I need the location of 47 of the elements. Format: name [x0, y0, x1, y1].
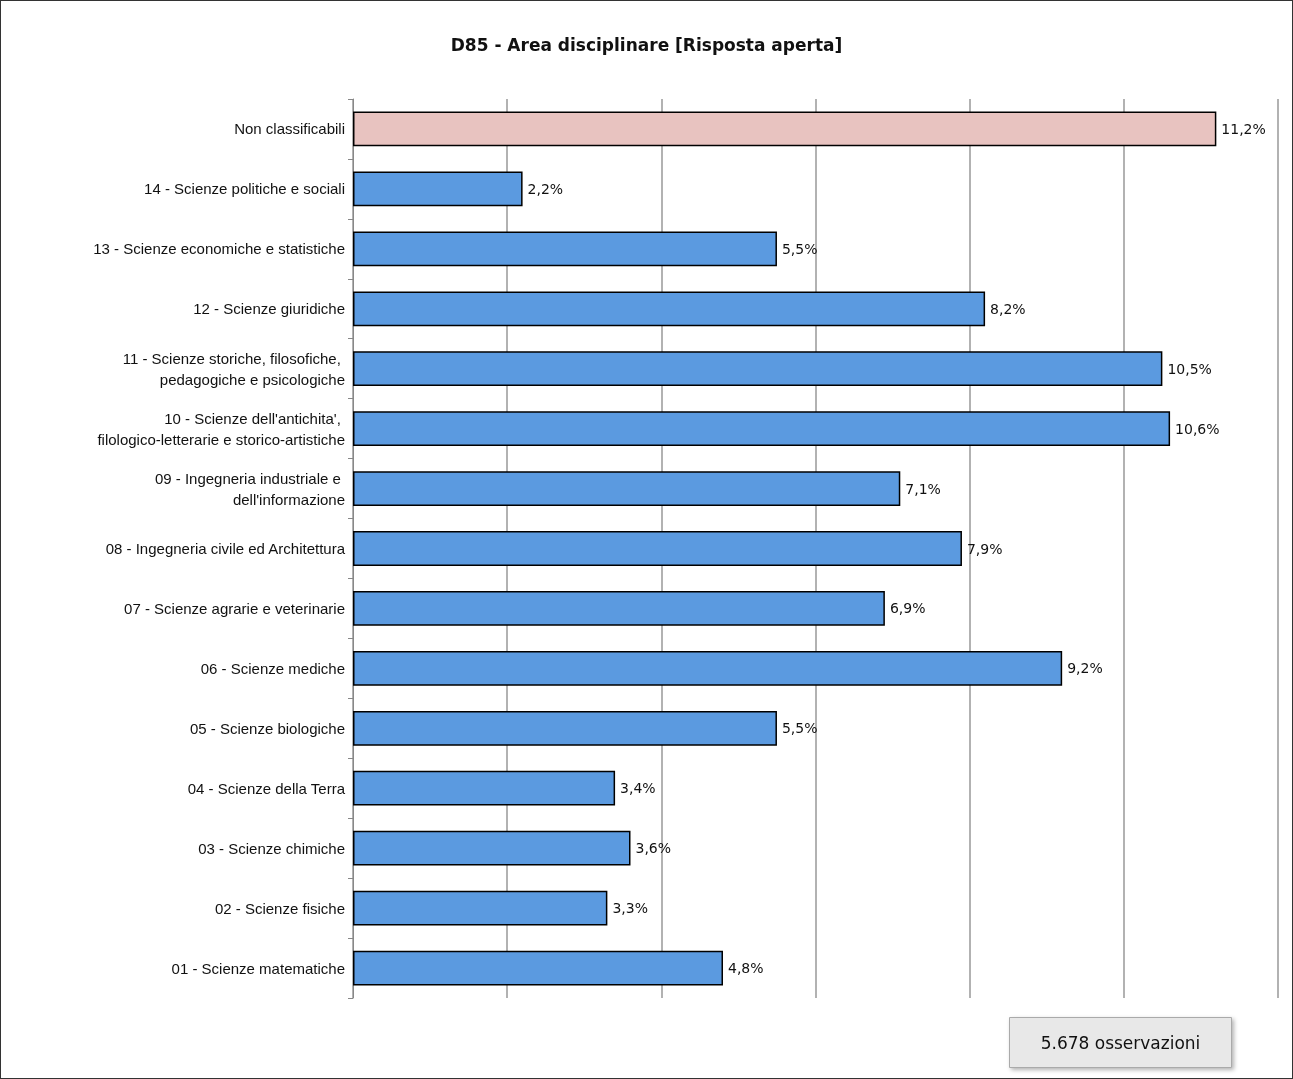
data-label: 2,2%: [527, 180, 564, 197]
chart-title: D85 - Area disciplinare [Risposta aperta]: [450, 34, 843, 55]
data-label: 7,9%: [966, 540, 1003, 557]
data-label: 9,2%: [1067, 660, 1103, 677]
data-label: 5,5%: [781, 720, 818, 737]
data-label: 4,8%: [728, 960, 764, 977]
bar: [353, 171, 523, 207]
y-tick-label: 06 - Scienze mediche: [200, 659, 345, 677]
bar: [353, 291, 986, 327]
bar: [353, 770, 616, 806]
y-tick-label: 01 - Scienze matematiche: [171, 959, 345, 977]
y-tick-label: 04 - Scienze della Terra: [187, 779, 346, 797]
bar: [353, 650, 1063, 686]
y-tick-label: 13 - Scienze economiche e statistiche: [93, 240, 345, 258]
data-label: 3,6%: [635, 840, 672, 857]
bar: [353, 950, 723, 986]
bar: [353, 531, 962, 566]
bar: [353, 591, 885, 626]
data-label: 3,3%: [612, 900, 648, 917]
y-tick-label: Non classificabili: [234, 120, 345, 138]
bar: [353, 710, 777, 746]
y-tick-label: 09 - Ingegneria industriale e dell'informazione: [154, 469, 345, 508]
y-tick-label: 12 - Scienze giuridiche: [193, 300, 345, 318]
bar: [353, 111, 1217, 147]
y-tick-label: 14 - Scienze politiche e sociali: [144, 180, 345, 198]
data-label: 6,9%: [889, 600, 926, 617]
y-tick-label: 08 - Ingegneria civile ed Architettura: [105, 540, 346, 557]
bar: [353, 231, 777, 267]
y-tick-label: 05 - Scienze biologiche: [189, 719, 345, 737]
bar: [353, 351, 1163, 387]
data-label: 10,5%: [1167, 360, 1212, 377]
y-tick-label: 03 - Scienze chimiche: [198, 839, 345, 857]
bar: [353, 471, 901, 506]
data-label: 11,2%: [1221, 120, 1266, 137]
data-label: 10,6%: [1175, 420, 1220, 437]
bar: [353, 411, 1171, 447]
y-tick-label: 07 - Scienze agrarie e veterinarie: [124, 599, 345, 617]
bar: [353, 830, 631, 866]
data-label: 7,1%: [905, 480, 941, 497]
data-label: 3,4%: [620, 780, 656, 797]
data-label: 5,5%: [781, 240, 818, 257]
data-label: 8,2%: [990, 300, 1026, 317]
y-tick-label: 10 - Scienze dell'antichita', filologico-letterarie e storico-artistiche: [97, 409, 345, 448]
text: 5.678 osservazioni: [1040, 1032, 1201, 1053]
y-tick-label: 11 - Scienze storiche, filosofiche, pedagogiche e psicologiche: [122, 349, 345, 388]
bar: [353, 890, 608, 926]
y-tick-label: 02 - Scienze fisiche: [214, 899, 345, 917]
